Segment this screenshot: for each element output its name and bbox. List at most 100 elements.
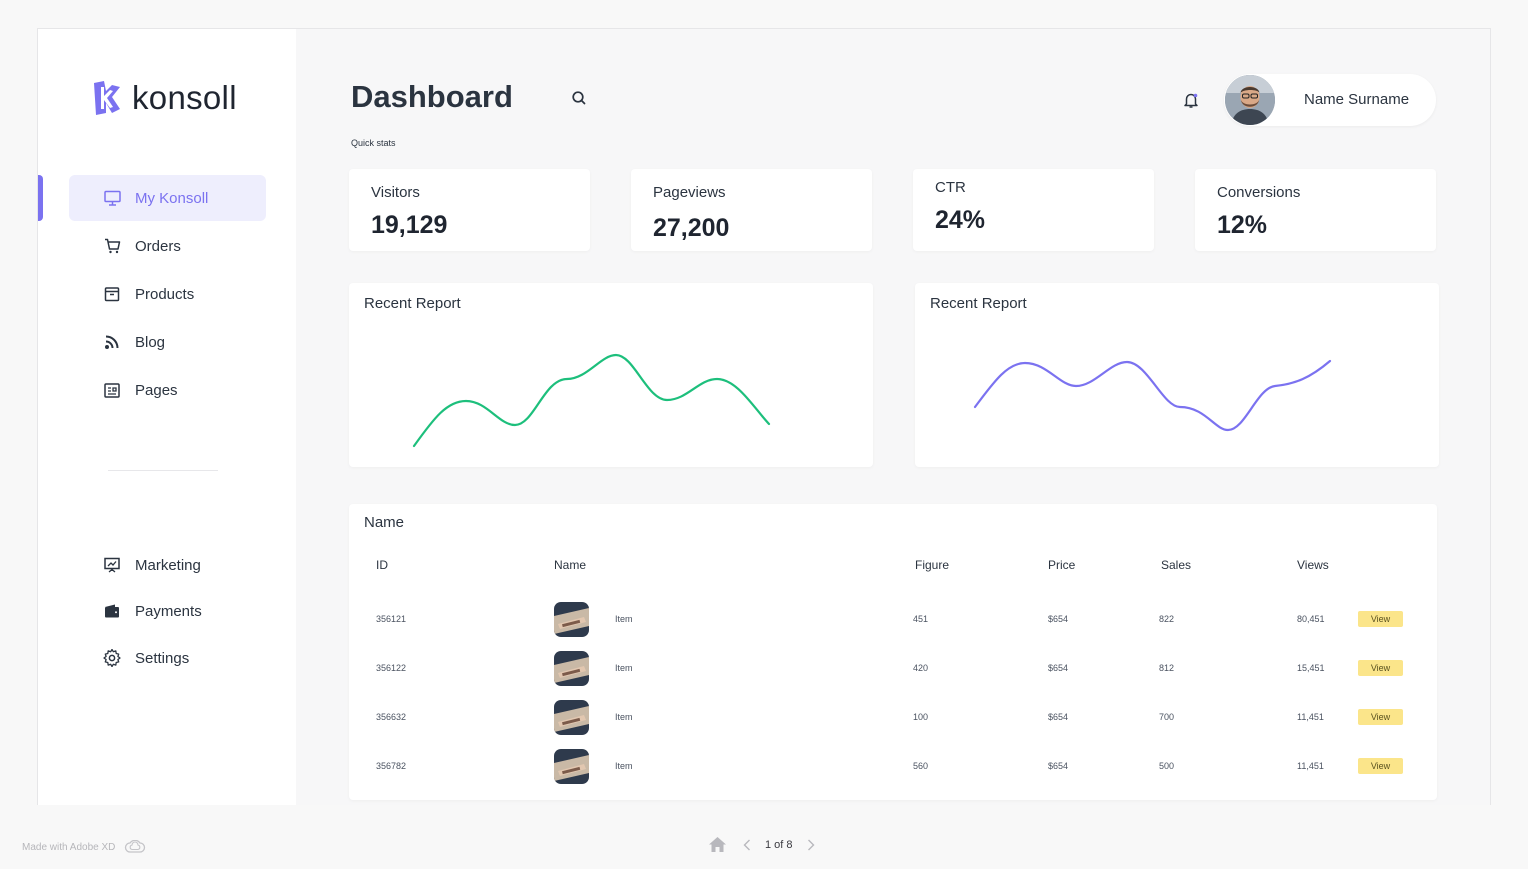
cell-sales: 812	[1159, 663, 1175, 673]
gear-icon	[103, 649, 121, 667]
sidebar-item-pages[interactable]: Pages	[69, 367, 266, 413]
table-row[interactable]: 356782 Item 560 $654 500 11,451 View	[349, 747, 1437, 785]
table-row[interactable]: 356121 Item 451 $654 822 80,451 View	[349, 600, 1437, 638]
sidebar-item-label: Payments	[135, 602, 202, 620]
report-chart-1	[412, 353, 771, 448]
sidebar-item-my-konsoll[interactable]: My Konsoll	[69, 175, 266, 221]
table-row[interactable]: 356122 Item 420 $654 812 15,451 View	[349, 649, 1437, 687]
page-title: Dashboard	[351, 79, 513, 114]
cell-price: $654	[1048, 761, 1069, 771]
user-menu[interactable]: Name Surname	[1224, 74, 1436, 126]
sidebar-item-marketing[interactable]: Marketing	[69, 542, 266, 588]
stat-card-pageviews: Pageviews 27,200	[631, 169, 872, 251]
item-thumbnail	[554, 700, 589, 735]
view-button[interactable]: View	[1358, 611, 1403, 627]
item-thumbnail	[554, 651, 589, 686]
search-icon[interactable]	[570, 89, 588, 107]
home-icon[interactable]	[708, 836, 727, 853]
cell-figure: 100	[913, 712, 929, 722]
cell-views: 11,451	[1297, 761, 1324, 771]
view-button[interactable]: View	[1358, 660, 1403, 676]
active-indicator	[38, 175, 43, 221]
box-icon	[103, 285, 121, 303]
chevron-right-icon[interactable]	[807, 839, 815, 851]
report-line-1	[412, 353, 771, 448]
cell-id: 356121	[376, 614, 407, 624]
stat-value: 24%	[935, 206, 986, 234]
view-button[interactable]: View	[1358, 758, 1403, 774]
report-chart-2	[973, 359, 1332, 432]
cell-price: $654	[1048, 663, 1069, 673]
stat-value: 19,129	[371, 211, 448, 239]
rss-icon	[103, 333, 121, 351]
sidebar-item-label: Products	[135, 285, 195, 303]
column-header-id[interactable]: ID	[376, 558, 388, 572]
item-thumbnail	[554, 749, 589, 784]
item-thumbnail	[554, 602, 589, 637]
cell-views: 80,451	[1297, 614, 1325, 624]
sidebar-item-products[interactable]: Products	[69, 271, 266, 317]
made-with-badge[interactable]: Made with Adobe XD	[22, 840, 146, 854]
cell-name: Item	[615, 614, 633, 624]
sidebar-item-label: Pages	[135, 381, 178, 399]
cart-icon	[103, 237, 121, 255]
presentation-icon	[103, 556, 121, 574]
sidebar-item-label: Marketing	[135, 556, 201, 574]
cell-views: 11,451	[1297, 712, 1324, 722]
column-header-name[interactable]: Name	[554, 558, 587, 572]
sidebar-item-settings[interactable]: Settings	[69, 635, 266, 681]
creative-cloud-icon	[124, 840, 146, 854]
pages-icon	[103, 381, 121, 399]
sidebar-divider	[108, 470, 218, 471]
cell-id: 356782	[376, 761, 407, 771]
monitor-icon	[103, 189, 121, 207]
stat-label: Visitors	[371, 184, 420, 201]
cell-sales: 500	[1159, 761, 1175, 771]
sidebar-item-label: Orders	[135, 237, 181, 255]
report-title: Recent Report	[930, 295, 1027, 312]
sidebar-item-payments[interactable]: Payments	[69, 588, 266, 634]
chevron-left-icon[interactable]	[743, 839, 751, 851]
recent-report-card-1: Recent Report	[349, 283, 873, 467]
cell-views: 15,451	[1297, 663, 1325, 673]
stat-label: Pageviews	[653, 184, 726, 201]
cell-price: $654	[1048, 712, 1069, 722]
stat-card-ctr: CTR 24%	[913, 169, 1154, 251]
sidebar-item-orders[interactable]: Orders	[69, 223, 266, 269]
sidebar: konsoll My Konsoll Orders Products Bl	[38, 29, 296, 805]
column-header-price[interactable]: Price	[1048, 558, 1076, 572]
konsoll-logo-icon	[90, 79, 124, 117]
cell-id: 356632	[376, 712, 407, 722]
wallet-icon	[103, 602, 121, 620]
stat-value: 12%	[1217, 211, 1268, 239]
quick-stats-label: Quick stats	[351, 138, 396, 148]
column-header-figure[interactable]: Figure	[915, 558, 950, 572]
logo[interactable]: konsoll	[90, 79, 237, 117]
page-indicator: 1 of 8	[765, 838, 793, 851]
table-row[interactable]: 356632 Item 100 $654 700 11,451 View	[349, 698, 1437, 736]
sidebar-item-label: Settings	[135, 649, 190, 667]
table-title: Name	[364, 514, 405, 531]
cell-sales: 822	[1159, 614, 1175, 624]
cell-name: Item	[615, 712, 633, 722]
cell-sales: 700	[1159, 712, 1175, 722]
stat-card-visitors: Visitors 19,129	[349, 169, 590, 251]
stat-label: Conversions	[1217, 184, 1301, 201]
cell-price: $654	[1048, 614, 1069, 624]
main-content: Dashboard Quick stats Name Su	[296, 29, 1490, 805]
sidebar-item-label: Blog	[135, 333, 166, 351]
report-title: Recent Report	[364, 295, 461, 312]
data-table: Name ID Name Figure Price Sales Views 35…	[349, 504, 1437, 800]
recent-report-card-2: Recent Report	[915, 283, 1439, 467]
column-header-sales[interactable]: Sales	[1161, 558, 1192, 572]
stat-label: CTR	[935, 179, 966, 196]
report-line-2	[973, 359, 1332, 432]
sidebar-item-label: My Konsoll	[135, 189, 209, 207]
cell-id: 356122	[376, 663, 407, 673]
cell-name: Item	[615, 761, 633, 771]
bell-icon[interactable]	[1182, 91, 1200, 109]
view-button[interactable]: View	[1358, 709, 1403, 725]
sidebar-item-blog[interactable]: Blog	[69, 319, 266, 365]
avatar	[1225, 75, 1275, 125]
column-header-views[interactable]: Views	[1297, 558, 1329, 572]
